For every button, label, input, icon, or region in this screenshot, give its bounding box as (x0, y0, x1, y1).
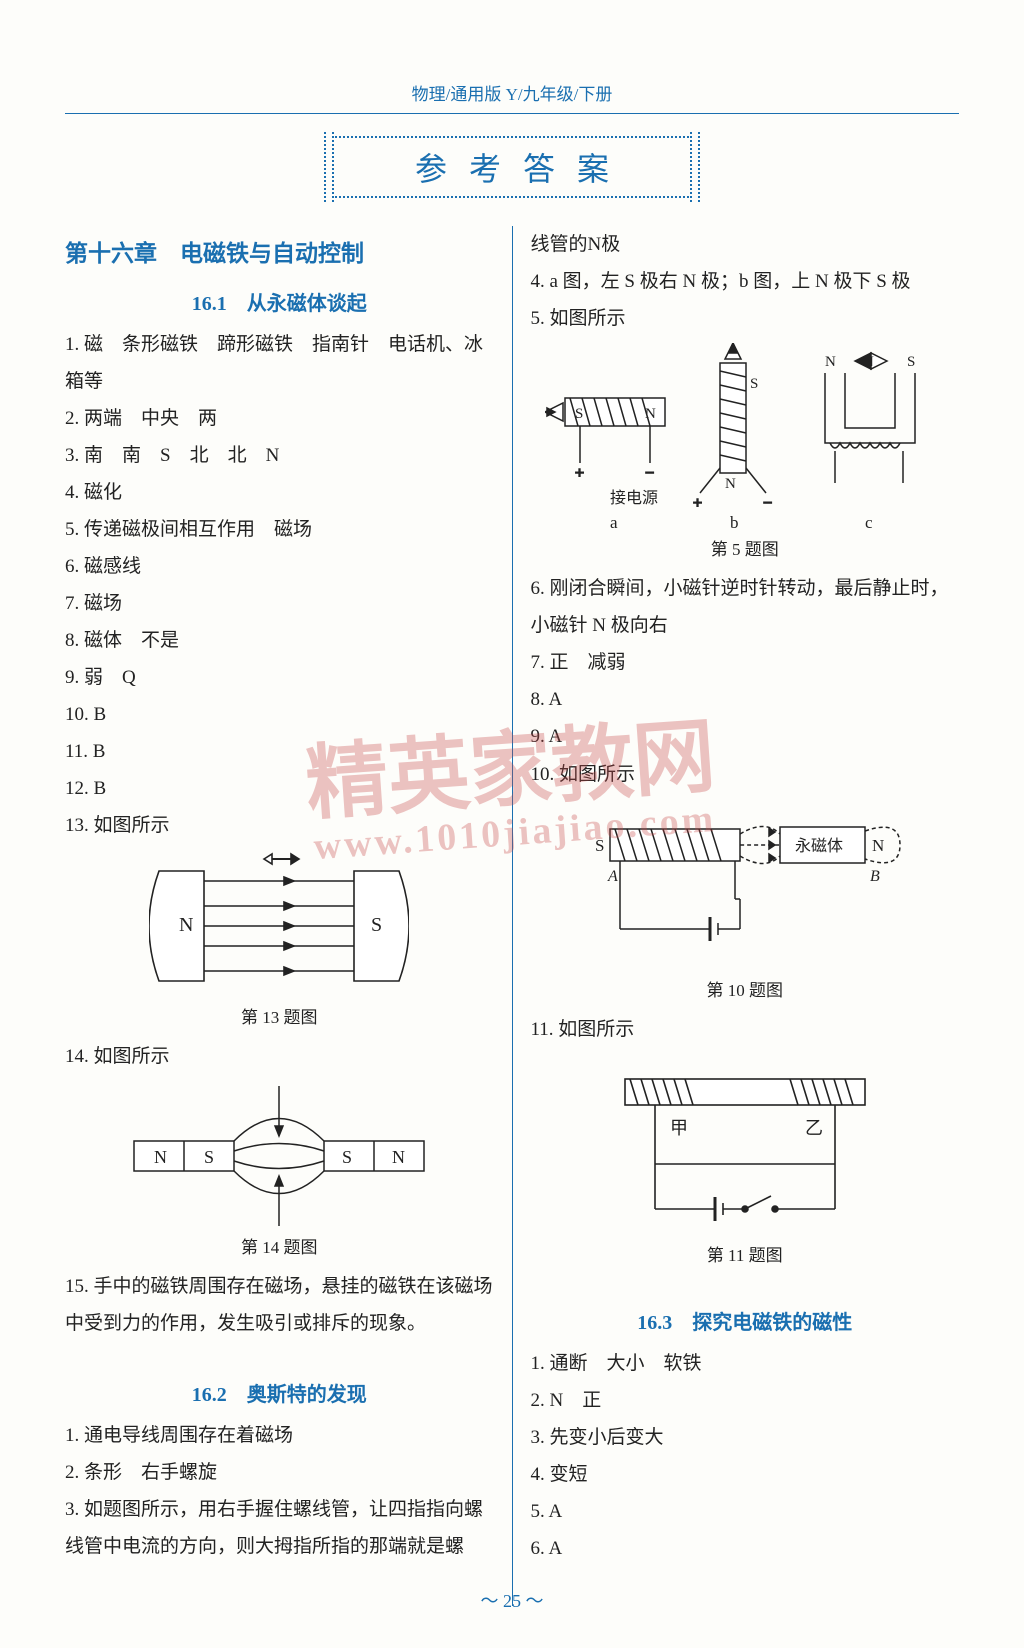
answer-line: 6. 刚闭合瞬间，小磁针逆时针转动，最后静止时，小磁针 N 极向右 (531, 570, 960, 644)
answer-line: 9. 弱 Q (65, 659, 494, 696)
answer-line: 9. A (531, 718, 960, 755)
page-footer: ～ 25 ～ (0, 1587, 1024, 1613)
columns: 第十六章 电磁铁与自动控制 16.1 从永磁体谈起 1. 磁 条形磁铁 蹄形磁铁… (65, 226, 959, 1606)
label: S (342, 1147, 352, 1167)
section-16-1: 16.1 从永磁体谈起 (65, 285, 494, 324)
svg-text:+: + (575, 465, 584, 482)
label-a: a (610, 513, 618, 532)
label-N: N (645, 406, 656, 422)
left-column: 第十六章 电磁铁与自动控制 16.1 从永磁体谈起 1. 磁 条形磁铁 蹄形磁铁… (65, 226, 512, 1606)
answer-line: 8. 磁体 不是 (65, 622, 494, 659)
label-left: 甲 (670, 1118, 688, 1138)
label-N: N (725, 476, 736, 492)
answer-line: 5. A (531, 1493, 960, 1530)
answer-line: 10. 如图所示 (531, 756, 960, 793)
answer-line: 1. 磁 条形磁铁 蹄形磁铁 指南针 电话机、冰箱等 (65, 326, 494, 400)
figure-5-caption: 第 5 题图 (531, 533, 960, 566)
figure-10-caption: 第 10 题图 (531, 974, 960, 1007)
answer-line: 3. 先变小后变大 (531, 1419, 960, 1456)
answer-line: 6. 磁感线 (65, 548, 494, 585)
label-b: b (730, 513, 739, 532)
label-S: S (575, 406, 583, 422)
figure-14-caption: 第 14 题图 (65, 1231, 494, 1264)
figure-5: + − + − (545, 343, 945, 533)
answer-line: 线管的N极 (531, 226, 960, 263)
answer-line: 10. B (65, 696, 494, 733)
label-N: N (179, 914, 193, 936)
figure-13-caption: 第 13 题图 (65, 1001, 494, 1034)
header-underline (65, 113, 959, 114)
figure-14: N S S N (129, 1081, 429, 1231)
answer-line: 11. B (65, 733, 494, 770)
label-N: N (825, 354, 836, 370)
label-N: N (872, 836, 884, 855)
footer-wave-right: ～ (526, 1591, 544, 1611)
label: N (154, 1147, 167, 1167)
label: S (204, 1147, 214, 1167)
answer-line: 5. 如图所示 (531, 300, 960, 337)
label-S: S (907, 354, 915, 370)
answer-line: 3. 南 南 S 北 北 N (65, 437, 494, 474)
section-16-3: 16.3 探究电磁铁的磁性 (531, 1304, 960, 1343)
answer-line: 13. 如图所示 (65, 807, 494, 844)
footer-wave-left: ～ (481, 1591, 504, 1611)
answer-line: 4. a 图，左 S 极右 N 极；b 图，上 N 极下 S 极 (531, 263, 960, 300)
svg-text:+: + (693, 495, 702, 512)
answer-line: 4. 变短 (531, 1456, 960, 1493)
label-N: N (863, 354, 874, 370)
fig5-power: 接电源 (610, 489, 658, 507)
answer-line: 1. 通电导线周围存在着磁场 (65, 1417, 494, 1454)
label-c: c (865, 513, 873, 532)
label-S: S (595, 836, 604, 855)
answer-line: 8. A (531, 681, 960, 718)
right-column: 线管的N极 4. a 图，左 S 极右 N 极；b 图，上 N 极下 S 极 5… (512, 226, 960, 1606)
figure-10: S N A B 永磁体 (580, 799, 910, 974)
answer-line: 12. B (65, 770, 494, 807)
answer-line: 3. 如题图所示，用右手握住螺线管，让四指指向螺线管中电流的方向，则大拇指所指的… (65, 1491, 494, 1565)
label-right: 乙 (805, 1118, 823, 1138)
svg-text:−: − (645, 465, 654, 482)
page-number: 25 (503, 1591, 521, 1611)
svg-text:−: − (763, 495, 772, 512)
page: 物理/通用版 Y/九年级/下册 参考答案 精英家教网 www.1010jiaji… (0, 0, 1024, 1648)
figure-11: 甲 乙 (595, 1054, 895, 1239)
answer-line: 11. 如图所示 (531, 1011, 960, 1048)
answers-banner: 参考答案 (332, 136, 692, 198)
answer-line: 14. 如图所示 (65, 1038, 494, 1075)
label-magnet: 永磁体 (795, 837, 843, 855)
answer-line: 7. 正 减弱 (531, 644, 960, 681)
label-S: S (371, 914, 382, 936)
chapter-title: 第十六章 电磁铁与自动控制 (65, 232, 494, 277)
answer-line: 4. 磁化 (65, 474, 494, 511)
section-16-2: 16.2 奥斯特的发现 (65, 1376, 494, 1415)
figure-13: N S (149, 851, 409, 1001)
answer-line: 6. A (531, 1530, 960, 1567)
label: N (392, 1147, 405, 1167)
answer-line: 15. 手中的磁铁周围存在磁场，悬挂的磁铁在该磁场中受到力的作用，发生吸引或排斥… (65, 1268, 494, 1342)
answer-line: 2. 两端 中央 两 (65, 400, 494, 437)
label-S: S (750, 376, 758, 392)
answer-line: 2. 条形 右手螺旋 (65, 1454, 494, 1491)
answer-line: 5. 传递磁极间相互作用 磁场 (65, 511, 494, 548)
figure-11-caption: 第 11 题图 (531, 1239, 960, 1272)
page-header: 物理/通用版 Y/九年级/下册 (65, 80, 959, 105)
answer-line: 2. N 正 (531, 1382, 960, 1419)
answer-line: 1. 通断 大小 软铁 (531, 1345, 960, 1382)
label-A: A (607, 868, 618, 885)
answer-line: 7. 磁场 (65, 585, 494, 622)
label-B: B (870, 868, 880, 885)
